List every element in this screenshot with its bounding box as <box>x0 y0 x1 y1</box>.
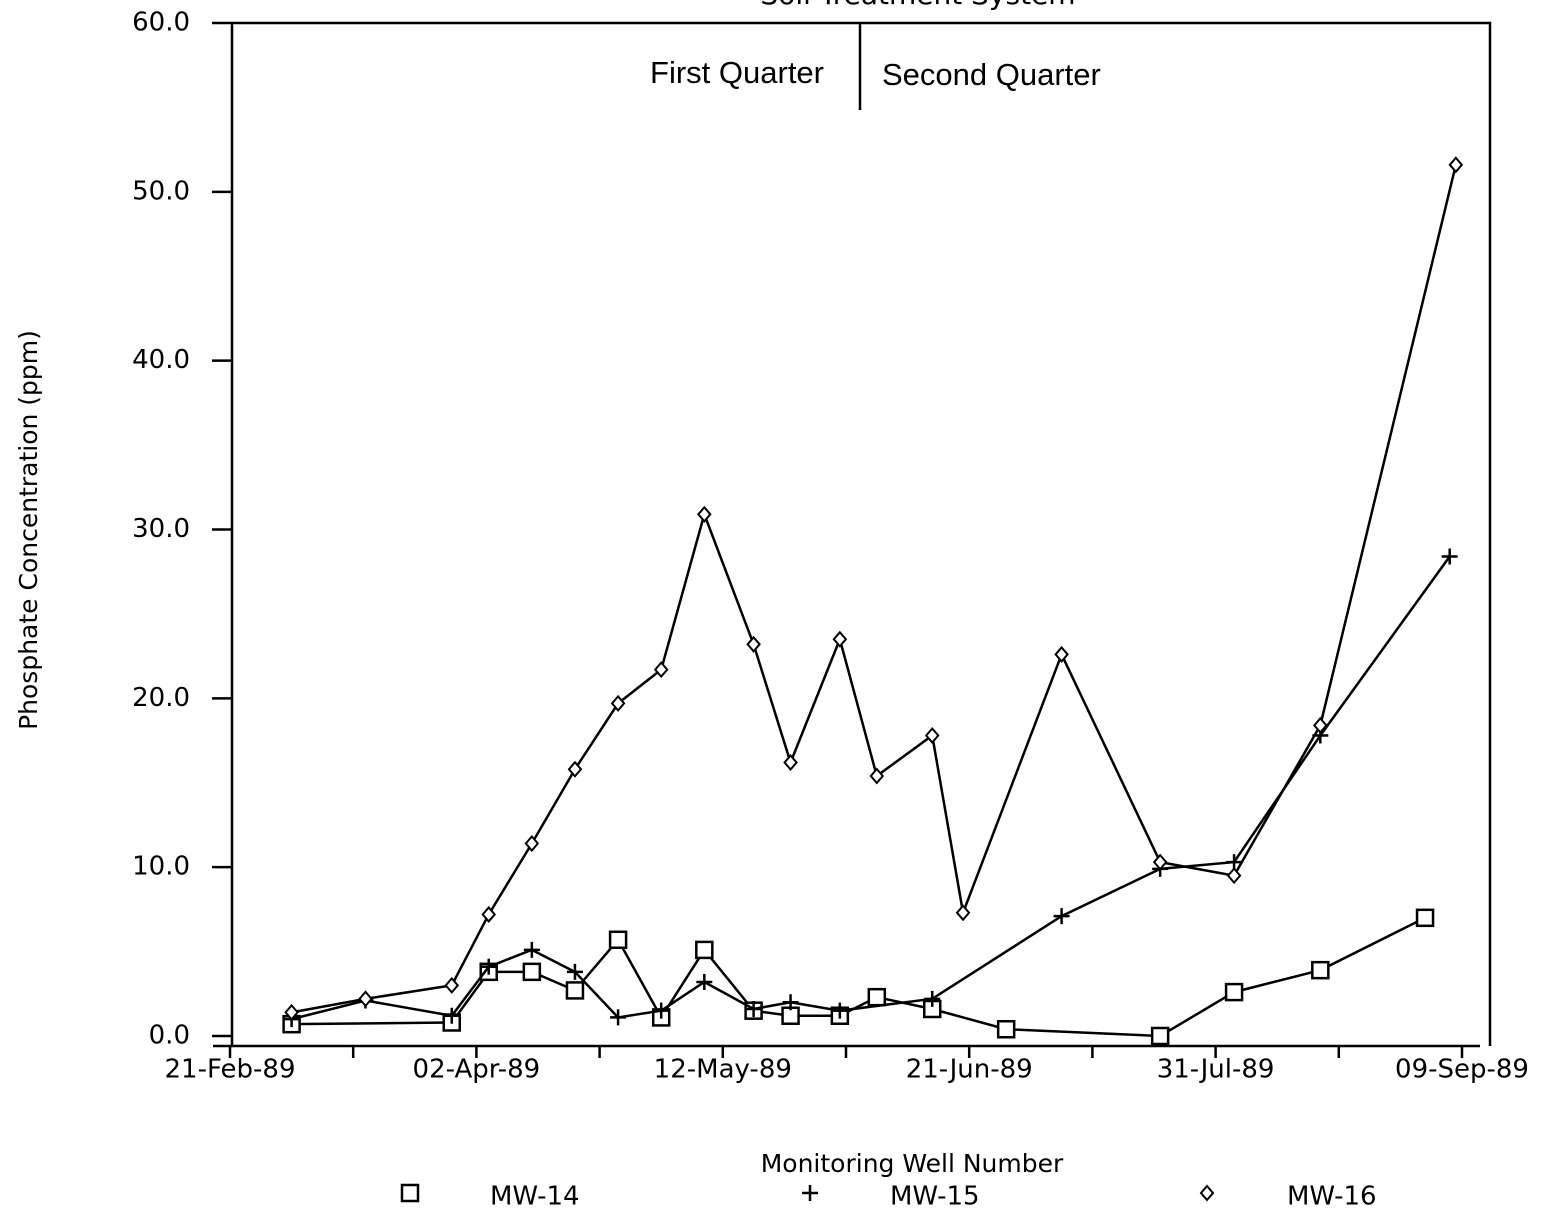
marker-diamond <box>924 726 940 745</box>
marker-plus <box>696 973 713 990</box>
marker-plus <box>782 994 799 1011</box>
series-line <box>291 555 1451 1021</box>
y-tick-label: 0.0 <box>149 1021 190 1051</box>
legend-marker <box>400 1183 420 1203</box>
y-tick-label: 30.0 <box>132 514 190 544</box>
marker-diamond <box>567 760 583 778</box>
marker-plus <box>653 1002 670 1019</box>
marker-plus <box>610 1009 627 1026</box>
legend-marker <box>802 1185 818 1201</box>
marker-square <box>1311 960 1330 980</box>
marker-diamond <box>1313 716 1328 734</box>
y-tick-label: 50.0 <box>132 176 190 206</box>
marker-diamond <box>481 905 497 923</box>
x-tick-label: 12-May-89 <box>654 1055 792 1085</box>
marker-square <box>695 940 714 960</box>
x-tick-label: 21-Jun-89 <box>906 1055 1033 1085</box>
marker-diamond <box>869 767 885 785</box>
marker-square <box>867 987 887 1007</box>
marker-diamond <box>783 753 798 772</box>
marker-plus <box>523 941 540 958</box>
marker-diamond <box>1054 645 1069 663</box>
marker-square <box>996 1019 1016 1039</box>
marker-diamond <box>444 976 460 994</box>
y-tick-label: 40.0 <box>132 345 190 375</box>
marker-plus <box>1053 908 1070 925</box>
x-tick-label: 31-Jul-89 <box>1157 1055 1275 1085</box>
marker-diamond <box>955 904 971 922</box>
marker-plus <box>1441 548 1458 565</box>
marker-diamond <box>1152 853 1168 871</box>
marker-diamond <box>358 990 373 1008</box>
annotation: First Quarter <box>650 55 824 90</box>
marker-plus <box>480 958 497 975</box>
y-tick-label: 60.0 <box>132 8 190 38</box>
legend-label: MW-14 <box>490 1182 580 1212</box>
plot-frame <box>230 21 1492 1046</box>
legend-marker <box>1199 1184 1215 1202</box>
marker-plus <box>566 963 583 980</box>
marker-square <box>565 981 585 1000</box>
marker-diamond <box>284 1003 299 1021</box>
marker-diamond <box>746 635 761 653</box>
marker-plus <box>831 1002 848 1019</box>
marker-diamond <box>1448 156 1464 174</box>
x-tick-label: 21-Feb-89 <box>165 1055 296 1085</box>
marker-diamond <box>697 505 712 523</box>
marker-plus <box>443 1007 460 1024</box>
y-axis-label: Phosphate Concentration (ppm) <box>14 330 43 730</box>
series-line <box>291 916 1426 1038</box>
series-line <box>291 164 1458 1014</box>
y-tick-label: 10.0 <box>132 852 190 882</box>
marker-square <box>608 930 628 950</box>
marker-diamond <box>524 834 540 853</box>
x-axis-label: Monitoring Well Number <box>761 1149 1064 1178</box>
marker-square <box>1150 1026 1170 1046</box>
marker-diamond <box>832 630 848 648</box>
marker-square <box>1224 982 1244 1002</box>
marker-square <box>1415 908 1435 928</box>
marker-diamond <box>653 661 669 679</box>
legend-label: MW-15 <box>890 1182 980 1212</box>
x-tick-label: 02-Apr-89 <box>413 1055 541 1085</box>
marker-diamond <box>610 694 626 712</box>
marker-plus <box>924 990 941 1007</box>
marker-square <box>522 962 542 982</box>
legend-label: MW-16 <box>1287 1182 1377 1212</box>
marker-diamond <box>1226 867 1242 885</box>
chart-title: Soil Treatment System <box>760 0 1075 11</box>
y-tick-label: 20.0 <box>132 683 190 713</box>
annotation: Second Quarter <box>882 57 1101 92</box>
marker-plus <box>745 1000 762 1017</box>
x-tick-label: 09-Sep-89 <box>1395 1055 1529 1085</box>
